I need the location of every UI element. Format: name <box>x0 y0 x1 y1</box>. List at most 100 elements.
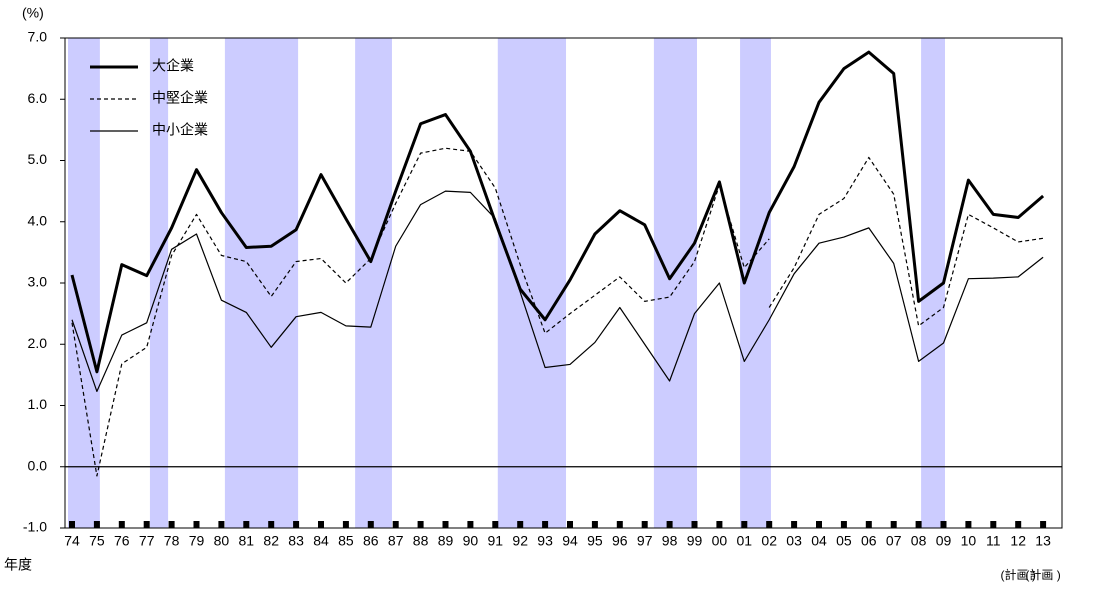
x-tick-label: 05 <box>836 533 852 549</box>
category-note: (計画 ) <box>1001 567 1036 582</box>
x-tick <box>367 521 374 528</box>
x-tick <box>567 521 573 528</box>
x-tick-label: 04 <box>811 533 827 549</box>
x-tick-label: 74 <box>64 533 80 549</box>
series-line <box>70 50 1045 374</box>
x-tick-label: 94 <box>562 533 578 549</box>
x-tick-label: 81 <box>239 533 255 549</box>
legend-label: 中小企業 <box>152 122 208 138</box>
y-tick-label: 4.0 <box>28 212 48 228</box>
x-tick <box>965 521 972 528</box>
x-tick-label: 12 <box>1010 533 1026 549</box>
x-tick <box>417 521 424 528</box>
x-tick-label: 01 <box>737 533 753 549</box>
x-tick-label: 77 <box>139 533 155 549</box>
x-tick-label: 07 <box>886 533 902 549</box>
x-tick <box>118 521 125 528</box>
x-tick-label: 13 <box>1035 533 1051 549</box>
legend-label: 中堅企業 <box>152 90 208 106</box>
x-tick <box>940 521 947 528</box>
shaded-period <box>355 38 392 528</box>
x-tick <box>467 521 474 528</box>
x-tick-label: 85 <box>338 533 354 549</box>
x-tick-label: 98 <box>662 533 678 549</box>
x-tick <box>691 521 698 528</box>
x-tick-label: 87 <box>388 533 404 549</box>
x-tick-label: 92 <box>512 533 528 549</box>
x-tick-label: 83 <box>288 533 304 549</box>
y-tick-label: 1.0 <box>28 396 48 412</box>
x-tick-label: 10 <box>961 533 977 549</box>
series-line <box>71 147 770 477</box>
y-tick-label: 6.0 <box>28 90 48 106</box>
x-tick <box>990 521 997 528</box>
x-tick <box>865 521 872 528</box>
x-tick-label: 96 <box>612 533 628 549</box>
y-tick-label: 7.0 <box>28 29 48 45</box>
x-tick-label: 11 <box>986 533 1001 549</box>
x-tick <box>716 521 723 528</box>
x-tick-label: 93 <box>537 533 553 549</box>
x-tick-label: 03 <box>786 533 802 549</box>
x-tick <box>591 521 598 528</box>
x-tick <box>791 521 798 528</box>
x-tick <box>69 521 75 528</box>
x-tick <box>616 521 623 528</box>
x-tick <box>93 521 100 528</box>
series-line <box>71 190 1044 393</box>
x-tick <box>816 521 822 528</box>
x-tick <box>442 521 449 528</box>
x-tick <box>218 521 225 528</box>
x-axis-label: 年度 <box>4 557 32 573</box>
x-tick <box>741 521 748 528</box>
y-tick-label: 0.0 <box>28 457 48 473</box>
x-tick-label: 90 <box>463 533 479 549</box>
legend-label: 大企業 <box>152 58 194 74</box>
x-tick-label: 89 <box>438 533 454 549</box>
x-tick-label: 95 <box>587 533 603 549</box>
x-tick <box>193 521 200 528</box>
x-tick-label: 84 <box>313 533 329 549</box>
x-tick-label: 08 <box>911 533 927 549</box>
y-tick-label: 5.0 <box>28 151 48 167</box>
y-axis-label: (%) <box>22 5 44 21</box>
x-tick-label: 99 <box>687 533 703 549</box>
x-tick-label: 97 <box>637 533 653 549</box>
shaded-period <box>653 38 697 528</box>
category-note: (計画 ) <box>1025 567 1060 582</box>
x-tick-label: 02 <box>761 533 777 549</box>
x-tick <box>342 521 349 528</box>
x-tick <box>293 521 300 528</box>
x-tick <box>318 521 324 528</box>
x-tick-label: 76 <box>114 533 130 549</box>
x-tick-label: 00 <box>712 533 728 549</box>
x-tick-label: 79 <box>189 533 205 549</box>
y-tick-label: 3.0 <box>28 274 48 290</box>
shaded-period <box>149 38 169 528</box>
x-tick <box>492 521 499 528</box>
series-line <box>768 156 1044 327</box>
x-tick-label: 86 <box>363 533 379 549</box>
x-tick <box>143 521 150 528</box>
x-tick-label: 78 <box>164 533 180 549</box>
y-tick-label: 2.0 <box>28 335 48 351</box>
shaded-period <box>921 38 945 528</box>
x-tick-label: 82 <box>263 533 279 549</box>
x-tick <box>392 521 399 528</box>
x-tick-label: 75 <box>89 533 105 549</box>
x-tick <box>915 521 922 528</box>
x-tick <box>517 521 524 528</box>
x-tick-label: 88 <box>413 533 429 549</box>
x-tick <box>542 521 549 528</box>
x-tick-label: 91 <box>488 533 504 549</box>
x-tick <box>641 521 648 528</box>
x-tick <box>168 521 175 528</box>
x-tick <box>840 521 847 528</box>
x-tick-label: 09 <box>936 533 952 549</box>
x-tick <box>243 521 250 528</box>
x-tick <box>268 521 275 528</box>
x-tick <box>890 521 897 528</box>
x-tick <box>1015 521 1022 528</box>
shaded-period <box>497 38 567 528</box>
